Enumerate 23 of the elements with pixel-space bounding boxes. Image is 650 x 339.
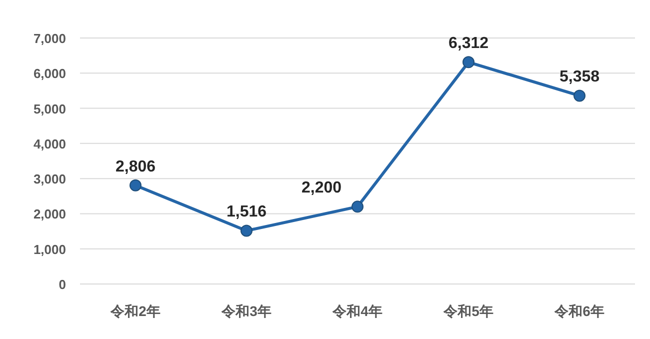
y-tick-label: 4,000 <box>33 136 66 152</box>
x-tick-label: 令和3年 <box>220 303 272 319</box>
point <box>352 200 364 213</box>
text: 6,312 <box>448 35 489 52</box>
point <box>240 224 252 237</box>
point <box>130 179 142 192</box>
text: 2,200 <box>301 180 342 197</box>
y-tick-label: 7,000 <box>33 31 66 46</box>
point <box>462 56 474 68</box>
text: 1,516 <box>226 204 267 221</box>
point <box>574 90 586 102</box>
x-tick-label: 令和5年 <box>442 303 494 319</box>
y-tick-label: 0 <box>58 277 66 292</box>
x-tick-label: 令和4年 <box>332 303 382 319</box>
y-tick-label: 2,000 <box>33 206 66 222</box>
y-tick-label: 6,000 <box>33 66 66 82</box>
text: 2,806 <box>115 158 156 176</box>
text: 5,358 <box>559 68 600 86</box>
y-tick-label: 5,000 <box>33 101 66 116</box>
y-tick-label: 3,000 <box>33 172 66 187</box>
x-tick-label: 令和6年 <box>554 303 604 319</box>
x-tick-label: 令和2年 <box>110 303 160 319</box>
y-tick-label: 1,000 <box>33 242 66 257</box>
